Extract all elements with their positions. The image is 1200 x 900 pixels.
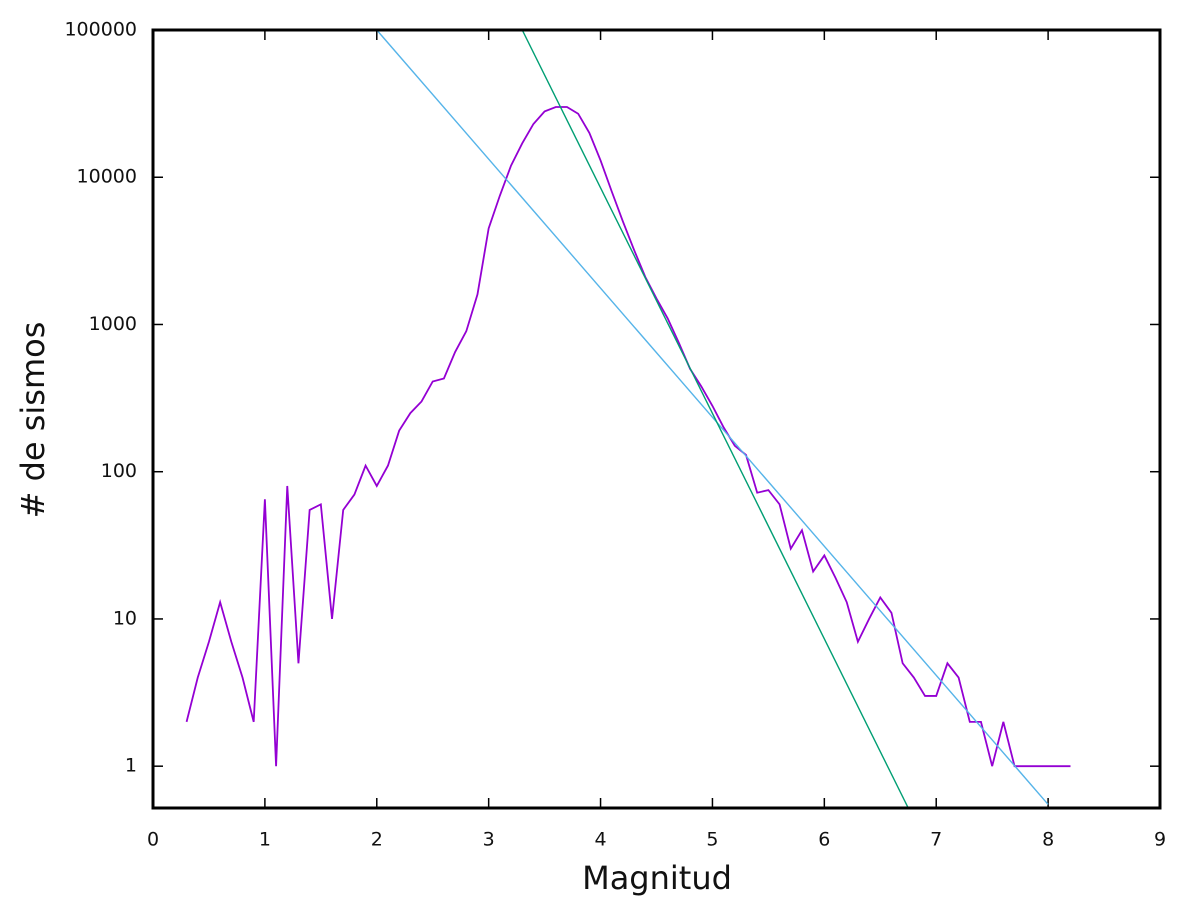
y-axis-label: # de sismos — [14, 322, 52, 519]
y-tick-label: 10 — [113, 607, 137, 629]
x-tick-label: 5 — [706, 829, 718, 851]
x-tick-label: 2 — [371, 829, 383, 851]
x-axis-label: Magnitud — [582, 859, 732, 897]
x-tick-label: 9 — [1154, 829, 1166, 851]
plot-frame — [151, 28, 1162, 810]
y-tick-label: 100000 — [64, 19, 137, 41]
x-tick-label: 6 — [818, 829, 830, 851]
y-tick-label: 10000 — [77, 166, 137, 188]
x-tick-label: 0 — [147, 829, 159, 851]
data-line — [376, 30, 1049, 805]
x-tick-label: 1 — [259, 829, 271, 851]
x-tick-label: 3 — [483, 829, 495, 851]
data-line — [185, 106, 1071, 768]
x-tick-label: 4 — [595, 829, 607, 851]
y-tick-label: 100 — [101, 460, 137, 482]
y-tick-label: 1000 — [89, 313, 137, 335]
data-line — [521, 30, 909, 808]
y-tick-label: 1 — [125, 755, 137, 777]
x-tick-label: 8 — [1042, 829, 1054, 851]
x-tick-label: 7 — [930, 829, 942, 851]
